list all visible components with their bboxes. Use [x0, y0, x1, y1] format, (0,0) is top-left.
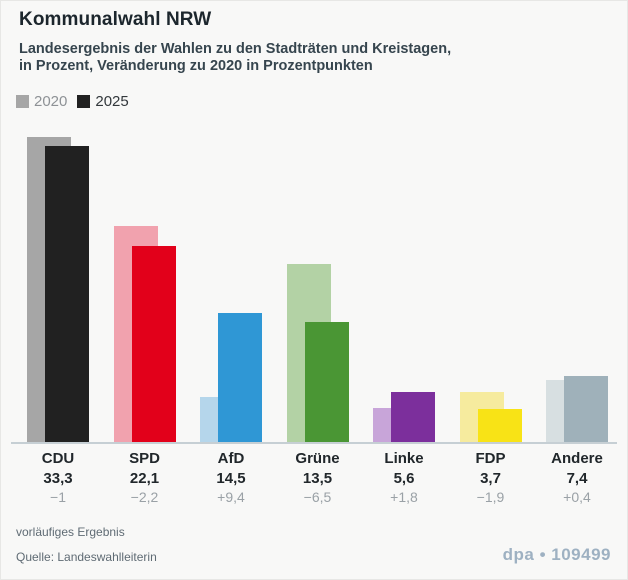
change-label-spd: −2,2 [130, 489, 159, 505]
value-label-cdu: 33,3 [43, 470, 73, 487]
chart-legend: 2020 2025 [16, 93, 129, 110]
value-label-grune: 13,5 [302, 470, 333, 487]
page-title: Kommunalwahl NRW [19, 9, 212, 30]
subtitle-line-2: in Prozent, Veränderung zu 2020 in Proze… [19, 58, 373, 74]
change-label-andere: +0,4 [563, 489, 591, 505]
legend-item-2020: 2020 [16, 93, 67, 110]
bar-2025-grune [304, 322, 349, 442]
bar-2025-spd [131, 245, 176, 442]
subtitle-line-1: Landesergebnis der Wahlen zu den Stadträ… [19, 41, 452, 57]
category-label-linke: Linke [384, 450, 424, 467]
legend-swatch-2025 [77, 95, 91, 108]
category-label-afd: AfD [217, 450, 245, 467]
bar-2025-fdp [477, 409, 522, 442]
change-label-cdu: −1 [50, 489, 66, 505]
value-label-spd: 22,1 [129, 470, 160, 487]
category-label-cdu: CDU [41, 450, 75, 467]
category-label-spd: SPD [129, 450, 160, 467]
legend-label-2025: 2025 [95, 93, 129, 110]
bar-2025-cdu [45, 146, 89, 442]
value-label-afd: 14,5 [216, 470, 246, 487]
value-label-linke: 5,6 [393, 470, 415, 487]
category-label-andere: Andere [551, 450, 603, 467]
chart-subtitle: Landesergebnis der Wahlen zu den Stadträ… [19, 41, 451, 75]
category-label-fdp: FDP [475, 450, 506, 467]
legend-swatch-2020 [16, 95, 29, 108]
bar-2025-andere [564, 376, 608, 442]
bar-2025-linke [391, 392, 435, 442]
change-label-linke: +1,8 [390, 489, 418, 505]
dpa-credit: dpa • 109499 [502, 545, 611, 564]
source-caption: Quelle: Landeswahlleiterin [16, 550, 157, 564]
preliminary-result-note: vorläufiges Ergebnis [16, 525, 125, 539]
legend-label-2020: 2020 [34, 93, 68, 110]
legend-item-2025: 2025 [77, 93, 129, 110]
value-label-andere: 7,4 [566, 470, 588, 487]
change-label-afd: +9,4 [217, 489, 245, 505]
category-label-grune: Grüne [295, 450, 340, 467]
bar-2025-afd [218, 313, 262, 442]
value-label-fdp: 3,7 [480, 470, 501, 487]
x-axis-line [11, 442, 617, 444]
change-label-fdp: −1,9 [476, 489, 505, 505]
change-label-grune: −6,5 [303, 489, 332, 505]
